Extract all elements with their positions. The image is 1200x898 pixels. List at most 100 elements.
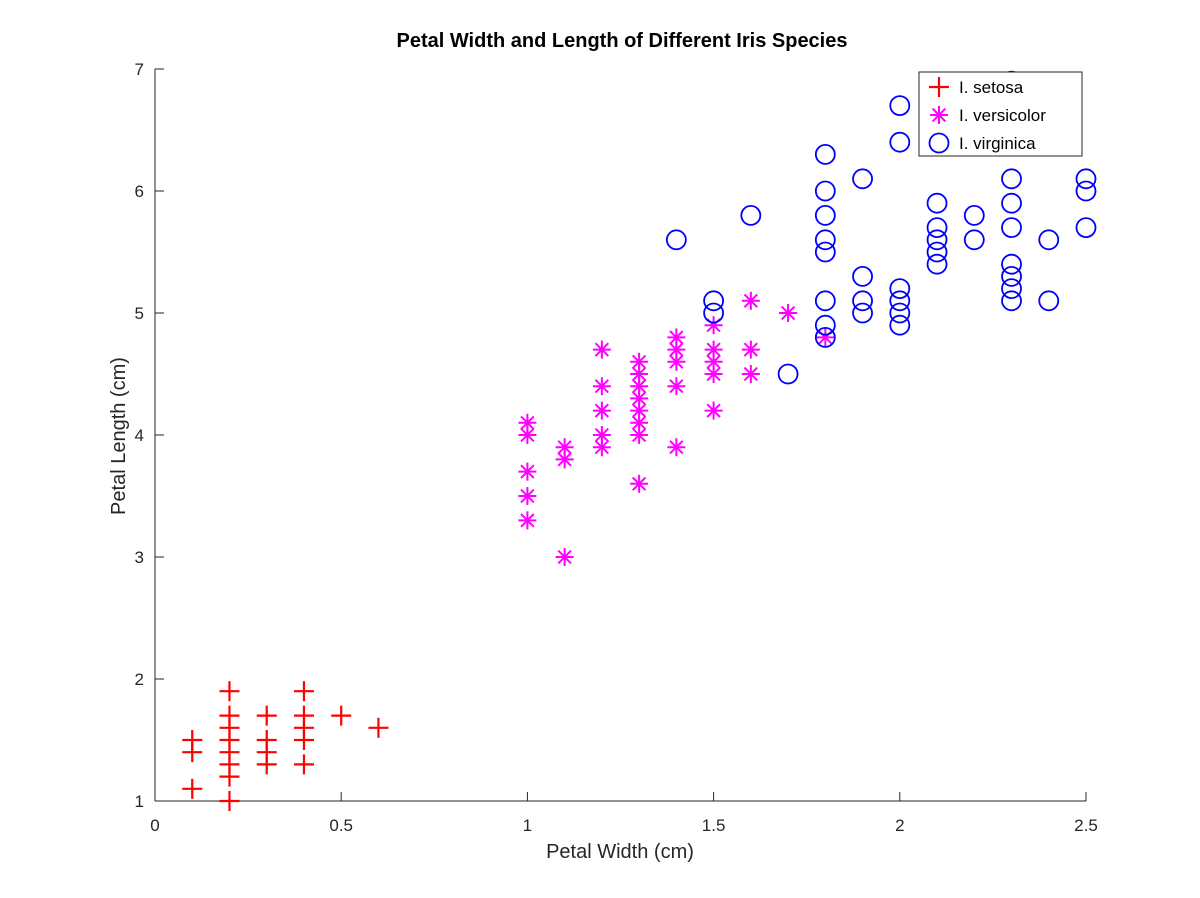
data-point-circle bbox=[814, 180, 836, 202]
data-point-circle bbox=[1038, 229, 1060, 251]
data-point-circle bbox=[926, 253, 948, 275]
data-point-asterisk-d2 bbox=[520, 488, 535, 504]
data-point-circle bbox=[926, 192, 948, 214]
data-point-circle bbox=[926, 241, 948, 263]
data-point-circle bbox=[889, 95, 911, 116]
data-point-plus bbox=[293, 754, 314, 775]
data-point-asterisk-d2 bbox=[669, 354, 684, 369]
data-point-circle bbox=[814, 143, 836, 165]
data-point-asterisk bbox=[555, 548, 574, 566]
data-point-plus bbox=[293, 681, 314, 702]
data-point-asterisk bbox=[630, 474, 649, 493]
data-point-circle bbox=[889, 314, 911, 336]
data-point-asterisk-d2 bbox=[557, 452, 572, 467]
data-point-circle bbox=[814, 241, 836, 263]
data-point-plus bbox=[331, 705, 352, 726]
legend-label: I. versicolor bbox=[959, 106, 1046, 125]
data-point-circle bbox=[665, 229, 687, 251]
data-point-asterisk bbox=[518, 462, 537, 481]
legend-marker-plus bbox=[929, 77, 949, 97]
data-point-asterisk-d2 bbox=[594, 440, 609, 455]
data-point-circle bbox=[1001, 278, 1022, 300]
y-tick-label: 1 bbox=[135, 792, 144, 811]
data-point-asterisk bbox=[518, 487, 537, 505]
data-point-asterisk-d2 bbox=[669, 440, 684, 455]
data-point-asterisk-d2 bbox=[706, 354, 721, 369]
legend-label: I. virginica bbox=[959, 134, 1036, 153]
data-point-circle bbox=[852, 168, 873, 190]
data-point-asterisk bbox=[592, 426, 611, 444]
data-point-asterisk-d2 bbox=[669, 330, 684, 345]
y-tick-label: 6 bbox=[135, 182, 144, 201]
data-points bbox=[182, 70, 1097, 811]
data-point-circle bbox=[1001, 265, 1022, 287]
data-point-circle bbox=[889, 278, 911, 300]
data-point-asterisk bbox=[741, 340, 760, 359]
x-tick-label: 0 bbox=[150, 816, 159, 835]
data-point-circle bbox=[963, 204, 985, 226]
data-point-asterisk-d2 bbox=[520, 415, 535, 430]
data-point-circle bbox=[852, 290, 873, 312]
data-point-asterisk bbox=[592, 377, 611, 396]
data-point-asterisk-d2 bbox=[520, 513, 535, 528]
x-tick-label: 2.5 bbox=[1074, 816, 1098, 835]
data-point-asterisk bbox=[779, 304, 798, 322]
data-point-asterisk bbox=[630, 401, 649, 420]
data-point-circle bbox=[814, 290, 836, 312]
data-point-asterisk-d2 bbox=[632, 379, 647, 394]
data-point-asterisk-d2 bbox=[706, 366, 721, 382]
axes: 0 0.5 1 1.5 2 2.5 1 2 3 4 5 6 7 bbox=[135, 60, 1098, 835]
y-axis-label: Petal Length (cm) bbox=[108, 357, 130, 515]
data-point-asterisk bbox=[667, 328, 686, 347]
legend-marker-circle bbox=[928, 132, 950, 154]
data-point-circle bbox=[703, 302, 724, 324]
data-point-circle bbox=[1075, 168, 1097, 190]
data-point-circle bbox=[926, 229, 948, 251]
data-point-circle bbox=[1038, 290, 1060, 312]
data-point-circle bbox=[852, 265, 873, 287]
data-point-asterisk bbox=[704, 340, 723, 359]
data-point-plus bbox=[219, 681, 240, 702]
data-point-circle bbox=[926, 217, 948, 239]
data-point-asterisk-d2 bbox=[706, 403, 721, 418]
data-point-asterisk-d2 bbox=[632, 476, 647, 491]
data-point-plus bbox=[368, 717, 389, 738]
y-tick-label: 4 bbox=[135, 426, 144, 445]
data-point-plus bbox=[219, 791, 240, 811]
data-point-circle bbox=[1001, 168, 1022, 190]
legend-marker-asterisk bbox=[930, 106, 948, 124]
data-point-plus bbox=[256, 705, 277, 726]
data-point-plus bbox=[182, 730, 203, 750]
data-point-circle bbox=[852, 302, 873, 324]
data-point-asterisk bbox=[704, 401, 723, 420]
x-tick-label: 1.5 bbox=[702, 816, 726, 835]
data-point-circle bbox=[1001, 217, 1022, 239]
data-point-circle bbox=[703, 290, 724, 312]
x-tick-label: 0.5 bbox=[329, 816, 353, 835]
data-point-asterisk bbox=[741, 365, 760, 383]
data-point-plus bbox=[182, 778, 203, 799]
series-i-versicolor bbox=[518, 291, 835, 566]
data-point-asterisk bbox=[555, 438, 574, 457]
data-point-asterisk bbox=[630, 352, 649, 371]
data-point-circle bbox=[814, 204, 836, 226]
data-point-asterisk bbox=[667, 438, 686, 457]
data-point-asterisk-d2 bbox=[743, 366, 758, 382]
data-point-circle bbox=[814, 229, 836, 251]
data-point-circle bbox=[1075, 180, 1097, 202]
data-point-asterisk bbox=[630, 365, 649, 383]
data-point-asterisk bbox=[518, 511, 537, 530]
legend-marker-asterisk-d2 bbox=[931, 107, 947, 123]
data-point-circle bbox=[889, 131, 911, 153]
legend-label: I. setosa bbox=[959, 78, 1024, 97]
data-point-asterisk-d2 bbox=[780, 305, 796, 321]
data-point-plus bbox=[219, 705, 240, 726]
data-point-asterisk bbox=[592, 401, 611, 420]
data-point-circle bbox=[740, 204, 762, 226]
data-point-asterisk bbox=[592, 340, 611, 359]
data-point-asterisk-d2 bbox=[632, 366, 647, 382]
data-point-asterisk-d2 bbox=[669, 342, 684, 357]
y-tick-label: 2 bbox=[135, 670, 144, 689]
